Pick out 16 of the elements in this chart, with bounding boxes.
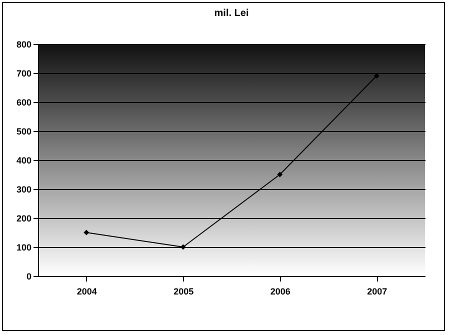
point — [84, 230, 90, 236]
y-tick-label: 300 — [16, 184, 32, 194]
x-tick-label: 2006 — [270, 286, 290, 296]
chart-title: mil. Lei — [214, 8, 249, 19]
x-tick-label: 2004 — [76, 286, 97, 296]
y-tick-label: 100 — [16, 242, 32, 252]
y-tick-label: 0 — [26, 272, 32, 282]
y-tick-label: 200 — [16, 214, 32, 224]
y-tick-label: 500 — [16, 126, 32, 136]
point — [277, 172, 283, 178]
y-tick-label: 800 — [16, 40, 32, 50]
y-tick-label: 400 — [16, 156, 32, 166]
y-tick-label: 700 — [16, 68, 32, 78]
x-tick-label: 2007 — [367, 286, 388, 296]
y-tick-label: 600 — [16, 98, 32, 108]
x-tick-label: 2005 — [174, 286, 194, 296]
